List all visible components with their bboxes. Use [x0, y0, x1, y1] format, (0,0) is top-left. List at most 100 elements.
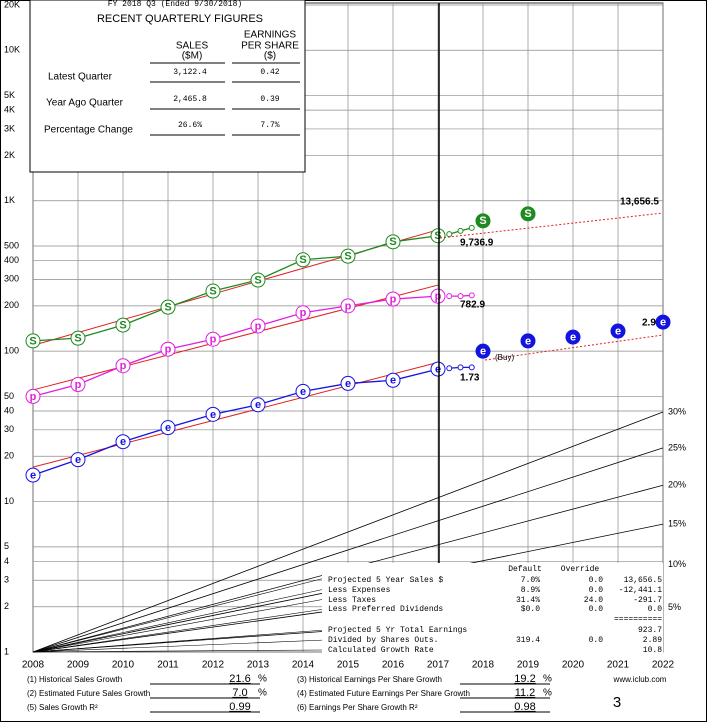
point-letter: e: [660, 316, 666, 328]
annotation: (Buy): [495, 353, 514, 362]
point: [205, 406, 221, 422]
y-tick-label: 2: [4, 601, 9, 611]
point: [70, 452, 86, 468]
point: [25, 388, 41, 404]
annotation: 13,656.5: [620, 197, 659, 208]
series-line: [32, 235, 439, 342]
recent-point: [446, 231, 453, 238]
table-cell: 31.4%: [516, 596, 540, 605]
x-tick-label: 2014: [292, 660, 315, 671]
y-tick-label: 400: [4, 255, 19, 265]
point-letter: p: [435, 291, 442, 303]
summary-label: (1) Historical Sales Growth: [27, 675, 122, 684]
summary: (1) Historical Sales Growth 21.6 % (2) Esti…: [27, 673, 552, 713]
table-cell: ==========: [614, 615, 662, 624]
projected-point: [610, 323, 626, 339]
point: [115, 434, 131, 450]
point-letter: p: [255, 320, 262, 332]
table-label: Less Expenses: [328, 586, 391, 595]
x-tick-label: 2012: [202, 660, 225, 671]
point: [250, 318, 266, 334]
annotation: 9,736.9: [460, 238, 494, 249]
projected-point: [520, 333, 536, 349]
table-cell: 8.9%: [521, 586, 540, 595]
annotation: 1.73: [460, 373, 480, 384]
point-letter: e: [525, 335, 531, 347]
summary-unit: %: [258, 688, 267, 699]
summary-label: (6) Earnings Per Share Growth R²: [297, 703, 418, 712]
table-bg: [322, 563, 663, 655]
table-cell: 7.0%: [521, 576, 540, 585]
y-tick-label: 3K: [4, 123, 15, 133]
table-cell: $0.0: [521, 605, 540, 614]
point-letter: e: [300, 386, 306, 398]
summary-unit: %: [543, 674, 552, 685]
point: [160, 341, 176, 357]
y-tick-label: 300: [4, 274, 19, 284]
point: [25, 333, 41, 349]
x-tick-label: 2010: [112, 660, 135, 671]
table-cell: -12,441.1: [619, 586, 662, 595]
table-cell: 0.0: [589, 576, 604, 585]
point: [205, 283, 221, 299]
point: [430, 288, 446, 304]
table-cell: 319.4: [516, 636, 540, 645]
y-tick-label: 5K: [4, 90, 15, 100]
point-letter: p: [165, 344, 172, 356]
series-line: [32, 368, 439, 476]
x-tick-label: 2018: [472, 660, 495, 671]
point: [250, 397, 266, 413]
table-label: Calculated Growth Rate: [328, 646, 434, 655]
y-tick-label: 200: [4, 300, 19, 310]
point-letter: e: [390, 375, 396, 387]
point: [115, 358, 131, 374]
row-label: Percentage Change: [44, 125, 133, 136]
projected-point: [520, 206, 536, 222]
point-letter: e: [570, 331, 576, 343]
table-label: Less Taxes: [328, 596, 376, 605]
point-letter: p: [210, 334, 217, 346]
point: [385, 291, 401, 307]
annotation: 2.9: [642, 318, 656, 329]
growth-label: 30%: [668, 406, 686, 416]
growth-label: 20%: [668, 480, 686, 490]
point-letter: e: [480, 346, 486, 358]
y-tick-label: 4K: [4, 105, 15, 115]
recent-point: [457, 293, 464, 300]
cell: 0.42: [260, 68, 279, 77]
cell: 7.7%: [260, 121, 279, 130]
series-line: [32, 295, 439, 398]
point: [250, 272, 266, 288]
col-head: ($): [264, 51, 276, 62]
point: [430, 361, 446, 377]
point-letter: e: [210, 409, 216, 421]
point-letter: e: [30, 469, 36, 481]
point-letter: p: [390, 293, 397, 305]
point: [70, 330, 86, 346]
table-head: Override: [561, 565, 600, 574]
point-letter: S: [389, 236, 396, 248]
growth-label: 5%: [668, 602, 681, 612]
x-tick-label: 2022: [652, 660, 675, 671]
table-cell: -291.7: [633, 596, 662, 605]
growth-label: 25%: [668, 442, 686, 452]
projected-point: [475, 213, 491, 229]
y-tick-label: 10K: [4, 45, 20, 55]
table-cell: 2.89: [643, 636, 662, 645]
summary-value: 21.6: [229, 673, 250, 685]
y-tick-label: 3: [4, 575, 9, 585]
x-tick-label: 2020: [562, 660, 585, 671]
table-label: Projected 5 Year Sales $: [328, 576, 443, 585]
point-letter: S: [479, 215, 486, 227]
point-letter: S: [119, 319, 126, 331]
table-cell: 13,656.5: [624, 576, 663, 585]
point: [160, 299, 176, 315]
recent-point: [446, 293, 453, 300]
x-tick-label: 2009: [67, 660, 90, 671]
point: [340, 298, 356, 314]
table-cell: 0.0: [648, 605, 663, 614]
point: [160, 420, 176, 436]
projected-point: [565, 329, 581, 345]
summary-label: (5) Sales Growth R²: [27, 703, 98, 712]
